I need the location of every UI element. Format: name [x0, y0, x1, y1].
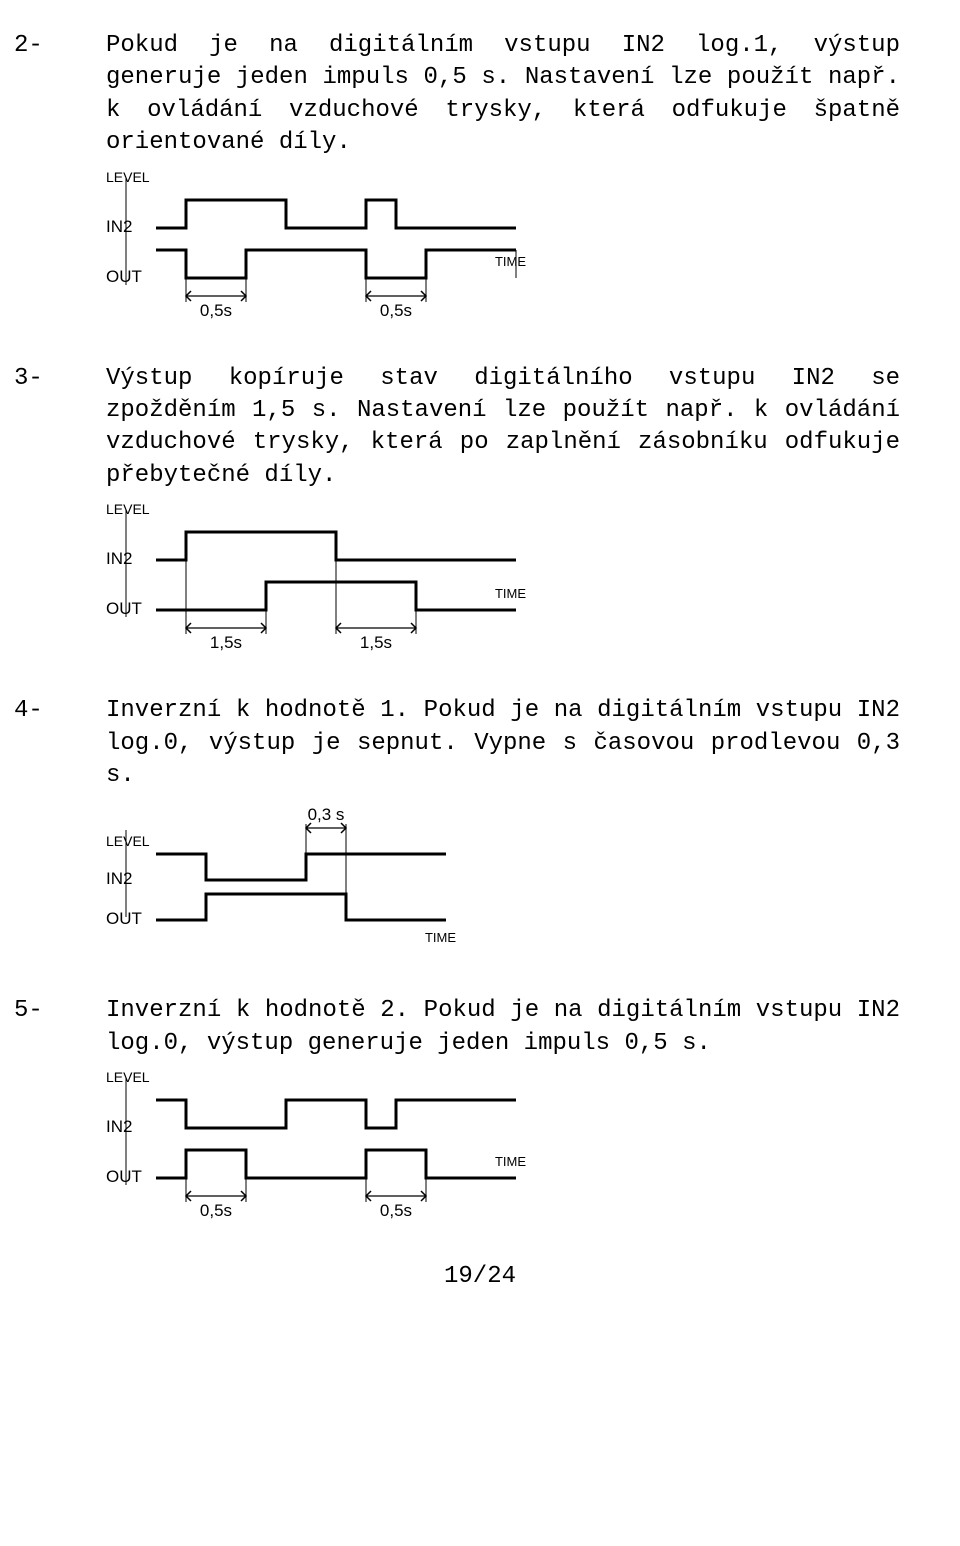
- svg-text:LEVEL: LEVEL: [106, 833, 150, 849]
- svg-text:OUT: OUT: [106, 599, 142, 618]
- svg-text:TIME: TIME: [495, 586, 526, 601]
- item-3-text: Výstup kopíruje stav digitálního vstupu …: [106, 365, 900, 489]
- svg-text:LEVEL: LEVEL: [106, 502, 150, 517]
- item-5: 5-Inverzní k hodnotě 2. Pokud je na digi…: [60, 995, 900, 1060]
- svg-text:IN2: IN2: [106, 869, 132, 888]
- svg-text:IN2: IN2: [106, 549, 132, 568]
- svg-text:OUT: OUT: [106, 909, 142, 928]
- svg-text:OUT: OUT: [106, 1167, 142, 1186]
- item-5-text: Inverzní k hodnotě 2. Pokud je na digitá…: [106, 997, 900, 1056]
- svg-text:0,3 s: 0,3 s: [308, 805, 345, 824]
- diagram-4: LEVEL IN2 OUT TIME 0,5s 0,5s: [106, 1070, 900, 1245]
- svg-text:TIME: TIME: [425, 930, 456, 945]
- svg-text:IN2: IN2: [106, 1117, 132, 1136]
- item-3-num: 3-: [60, 363, 106, 395]
- svg-text:TIME: TIME: [495, 1154, 526, 1169]
- svg-text:LEVEL: LEVEL: [106, 1070, 150, 1085]
- item-4-text: Inverzní k hodnotě 1. Pokud je na digitá…: [106, 697, 900, 789]
- item-2-text: Pokud je na digitálním vstupu IN2 log.1,…: [106, 32, 900, 156]
- svg-text:0,5s: 0,5s: [380, 1201, 412, 1220]
- diagram-2: LEVEL IN2 OUT TIME 1,5s 1,5s: [106, 502, 900, 677]
- svg-text:OUT: OUT: [106, 267, 142, 286]
- page-number: 19/24: [60, 1263, 900, 1290]
- diagram-1: LEVEL IN2 OUT TIME 0,5s 0,5s: [106, 170, 900, 345]
- item-5-num: 5-: [60, 995, 106, 1027]
- svg-text:0,5s: 0,5s: [200, 301, 232, 320]
- diagram-3: LEVEL IN2 OUT TIME 0,3 s: [106, 802, 900, 977]
- item-4: 4-Inverzní k hodnotě 1. Pokud je na digi…: [60, 695, 900, 792]
- item-2-num: 2-: [60, 30, 106, 62]
- svg-text:TIME: TIME: [495, 254, 526, 269]
- svg-text:0,5s: 0,5s: [380, 301, 412, 320]
- svg-text:1,5s: 1,5s: [360, 633, 392, 652]
- svg-text:0,5s: 0,5s: [200, 1201, 232, 1220]
- svg-text:LEVEL: LEVEL: [106, 170, 150, 185]
- item-3: 3-Výstup kopíruje stav digitálního vstup…: [60, 363, 900, 493]
- item-4-num: 4-: [60, 695, 106, 727]
- page: 2-Pokud je na digitálním vstupu IN2 log.…: [0, 0, 960, 1310]
- svg-text:IN2: IN2: [106, 217, 132, 236]
- item-2: 2-Pokud je na digitálním vstupu IN2 log.…: [60, 30, 900, 160]
- svg-text:1,5s: 1,5s: [210, 633, 242, 652]
